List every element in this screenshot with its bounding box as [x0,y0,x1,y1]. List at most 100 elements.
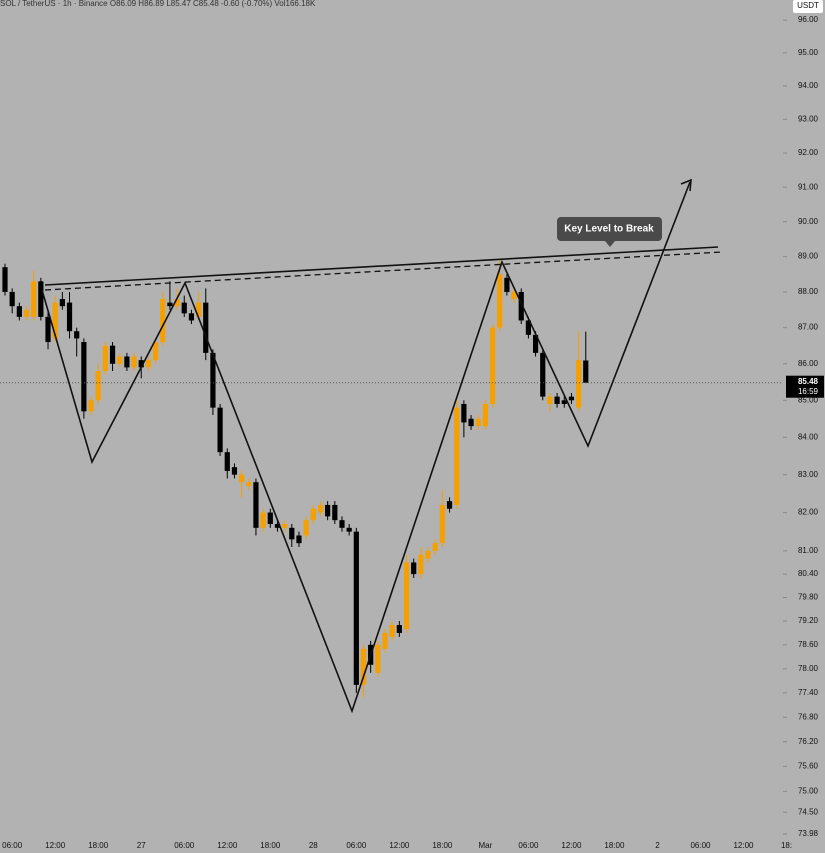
y-tick-label: 80.40 [798,569,819,578]
candle-body [568,396,575,401]
candle-body [310,508,316,521]
candle-body [23,309,30,317]
y-tick-label: 91.00 [798,182,819,191]
candle-body [518,291,524,321]
drawings [41,178,723,714]
header: SOL / TetherUS · 1h · Binance O86.09 H86… [0,0,316,8]
candle-body [145,360,151,368]
candle-body [432,543,438,551]
candle-body [411,562,417,575]
y-tick-label: 77.40 [798,688,819,697]
x-tick-label: 12:00 [733,841,754,850]
candle-body [102,345,108,372]
y-tick-label: 86.00 [798,359,819,368]
x-tick-label: 12:00 [389,841,410,850]
candle-body [554,396,560,404]
x-tick-label: 2 [655,841,660,850]
currency-badge [793,0,823,13]
candle-body [174,299,180,307]
candle-body [468,418,474,427]
currency: USDT [797,1,819,10]
candle-body [95,371,101,401]
y-tick-label: 94.00 [798,81,819,90]
candle-body [274,523,281,528]
candle-body [52,302,58,339]
candle-body [561,400,567,404]
annotation-text: Key Level to Break [564,224,654,235]
x-tick-label: 28 [309,841,318,850]
x-tick-label: 18:00 [88,841,109,850]
candle-body [2,267,8,292]
y-tick-label: 88.00 [798,287,819,296]
candle-body [382,632,388,649]
y-tick-label: 79.20 [798,616,819,625]
resistance-line [44,246,719,286]
candle-body [152,342,159,361]
candle-body [489,327,496,404]
candle-body [504,277,510,292]
candle-body [425,550,431,559]
y-tick-label: 76.80 [798,712,819,721]
candle-body [260,512,266,528]
candle-body [576,360,582,408]
y-tick-label: 78.60 [798,640,819,649]
y-tick-label: 83.00 [798,470,819,479]
y-tick-label: 78.00 [798,664,819,673]
annotation-box [557,217,662,241]
candle-body [45,316,51,343]
candle-body [231,467,238,475]
candle-body [418,554,424,575]
y-tick-label: 76.20 [798,737,819,746]
annotation-pointer [605,241,615,247]
y-tick-label: 90.00 [798,217,819,226]
pattern-zigzag [41,181,691,714]
y-tick-label: 75.60 [798,762,819,771]
candle-body [239,474,245,483]
y-tick-label: 95.00 [798,48,819,57]
y-tick-label: 82.00 [798,508,819,517]
x-tick-label: 18:00 [432,841,453,850]
y-tick-label: 75.00 [798,786,819,795]
y-tick-label: 73.98 [798,829,819,838]
candle-body [210,352,216,408]
candle-body [396,625,402,633]
candle-body [461,403,467,423]
candle-body [88,400,94,412]
candle-body [253,482,259,528]
candle-body [325,504,331,517]
candle-body [332,504,338,521]
candle-body [375,644,381,673]
y-tick-label: 85.00 [798,395,819,404]
candle-body [282,523,288,528]
x-tick-label: 06:00 [2,841,23,850]
x-tick-label: 27 [137,841,146,850]
x-tick-label: 06:00 [346,841,367,850]
candle-body [317,504,324,513]
candle-body [475,418,481,427]
candle-body [74,331,80,339]
candle-body [16,306,22,317]
y-tick-label: 89.00 [798,252,819,261]
x-tick-label: 12:00 [561,841,582,850]
annotation: Key Level to Break [557,217,662,247]
candle-body [525,320,532,335]
candle-body [59,299,65,307]
candle-body [353,531,359,685]
candle-body [454,407,460,505]
candle-body [360,648,367,685]
candle-body [117,356,123,364]
y-tick-label: 74.50 [798,807,819,816]
countdown: 16:59 [798,387,819,396]
x-tick-label: 06:00 [518,841,539,850]
y-tick-label: 93.00 [798,114,819,123]
x-tick-label: 12:00 [45,841,66,850]
candle-body [296,535,302,544]
candle-body [124,356,130,368]
candle-body [38,281,44,317]
candle-body [31,281,37,317]
y-tick-label: 92.00 [798,148,819,157]
ohlc: O86.09 H86.89 L85.47 C85.48 -0.60 (-0.70… [110,0,273,8]
candle-body [217,407,223,453]
